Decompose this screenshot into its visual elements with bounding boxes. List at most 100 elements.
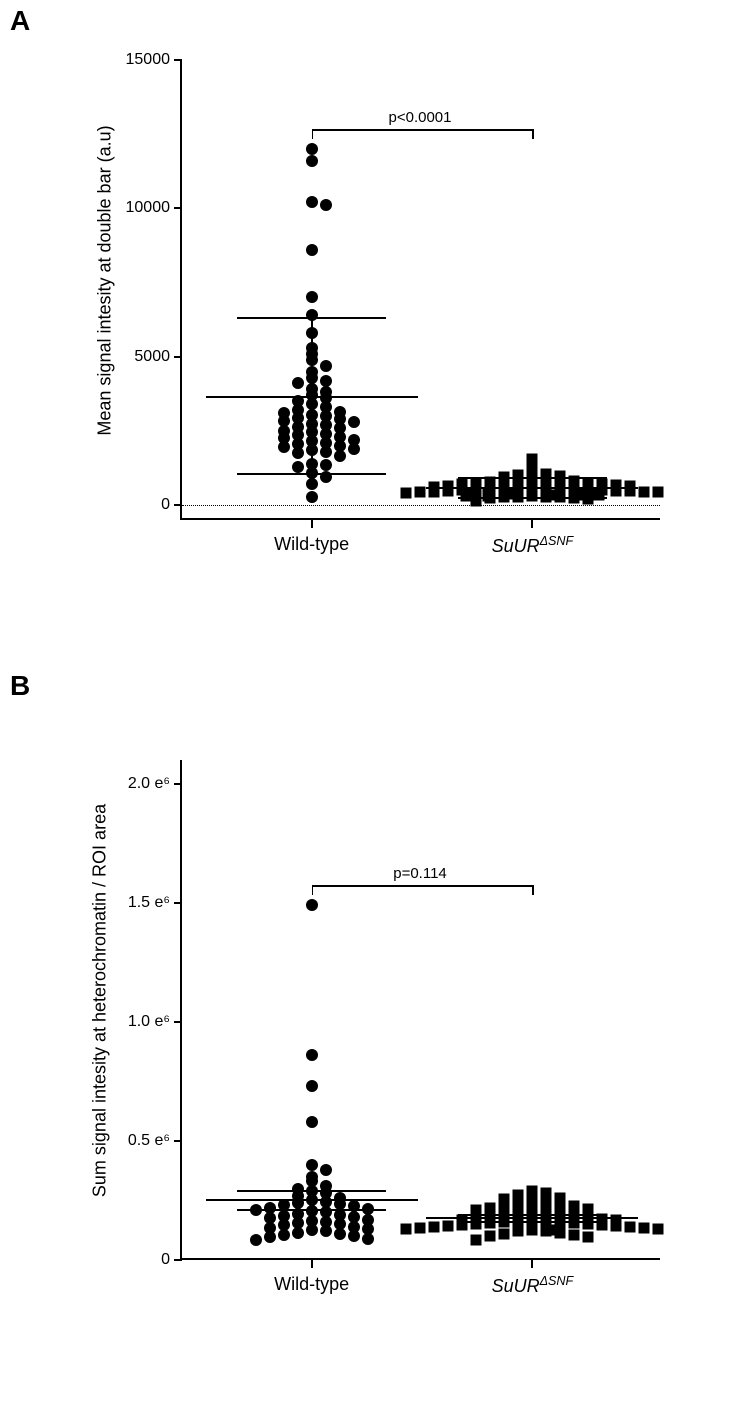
- data-point: [541, 1225, 552, 1236]
- data-point: [320, 1164, 332, 1176]
- error-cap: [458, 1214, 607, 1216]
- data-point: [639, 486, 650, 497]
- data-point: [264, 1231, 276, 1243]
- error-cap: [237, 1209, 386, 1211]
- data-point: [569, 1230, 580, 1241]
- panel-a-zero-line: [182, 505, 660, 506]
- p-bracket: [312, 129, 533, 131]
- y-tick: 0: [161, 1250, 182, 1270]
- data-point: [653, 1223, 664, 1234]
- data-point: [306, 1049, 318, 1061]
- data-point: [348, 1230, 360, 1242]
- panel-a-label: A: [10, 5, 30, 37]
- panel-b-figure: Sum signal intesity at heterochromatin /…: [130, 740, 680, 1320]
- data-point: [278, 441, 290, 453]
- error-cap: [458, 497, 607, 499]
- data-point: [334, 450, 346, 462]
- data-point: [639, 1222, 650, 1233]
- x-category-label: SuURΔSNF: [492, 534, 574, 557]
- panel-b-plot-area: 00.5 e⁶1.0 e⁶1.5 e⁶2.0 e⁶Wild-typeSuURΔS…: [180, 760, 660, 1260]
- error-whisker: [531, 478, 533, 497]
- error-cap: [458, 1221, 607, 1223]
- x-tick-line: [531, 520, 533, 528]
- data-point: [292, 461, 304, 473]
- y-tick: 15000: [126, 50, 183, 70]
- data-point: [460, 490, 471, 501]
- y-tick: 10000: [126, 198, 183, 218]
- data-point: [348, 443, 360, 455]
- p-bracket-tick: [312, 885, 314, 895]
- data-point: [348, 416, 360, 428]
- data-point: [499, 1228, 510, 1239]
- panel-a-ylabel: Mean signal intesity at double bar (a.u): [95, 81, 116, 481]
- error-cap: [237, 1190, 386, 1192]
- data-point: [362, 1233, 374, 1245]
- data-point: [334, 1228, 346, 1240]
- data-point: [555, 1199, 566, 1210]
- data-point: [471, 1234, 482, 1245]
- data-point: [583, 1232, 594, 1243]
- data-point: [306, 1116, 318, 1128]
- y-tick-line: [174, 1021, 182, 1023]
- y-tick: 1.0 e⁶: [128, 1012, 182, 1032]
- data-point: [292, 447, 304, 459]
- data-point: [429, 1222, 440, 1233]
- data-point: [569, 1201, 580, 1212]
- data-point: [471, 484, 482, 495]
- p-bracket-tick: [312, 129, 314, 139]
- data-point: [527, 1195, 538, 1206]
- data-point: [415, 487, 426, 498]
- y-tick-line: [174, 59, 182, 61]
- data-point: [555, 1227, 566, 1238]
- y-tick-label: 0: [161, 1251, 170, 1269]
- y-tick-label: 0: [161, 496, 170, 514]
- data-point: [583, 494, 594, 505]
- y-tick: 0.5 e⁶: [128, 1131, 182, 1151]
- y-tick: 2.0 e⁶: [128, 774, 182, 794]
- data-point: [306, 899, 318, 911]
- data-point: [306, 291, 318, 303]
- y-tick-label: 1.0 e⁶: [128, 1013, 170, 1031]
- y-tick: 5000: [134, 347, 182, 367]
- x-category-label: SuURΔSNF: [492, 1274, 574, 1297]
- data-point: [250, 1234, 262, 1246]
- y-tick-label: 1.5 e⁶: [128, 894, 170, 912]
- data-point: [306, 1080, 318, 1092]
- panel-a-plot-area: 050001000015000Wild-typeSuURΔSNF: [180, 60, 660, 520]
- data-point: [527, 454, 538, 465]
- data-point: [485, 1231, 496, 1242]
- x-tick-line: [311, 1260, 313, 1268]
- data-point: [320, 360, 332, 372]
- data-point: [306, 1159, 318, 1171]
- panel-b-label: B: [10, 670, 30, 702]
- data-point: [278, 1229, 290, 1241]
- p-bracket-tick: [532, 129, 534, 139]
- data-point: [485, 1218, 496, 1229]
- data-point: [320, 459, 332, 471]
- data-point: [513, 1197, 524, 1208]
- data-point: [306, 244, 318, 256]
- data-point: [611, 1220, 622, 1231]
- data-point: [306, 143, 318, 155]
- data-point: [306, 478, 318, 490]
- error-cap: [458, 477, 607, 479]
- y-tick-line: [174, 1140, 182, 1142]
- data-point: [415, 1223, 426, 1234]
- data-point: [541, 1196, 552, 1207]
- data-point: [292, 377, 304, 389]
- data-point: [306, 491, 318, 503]
- data-point: [653, 487, 664, 498]
- y-tick-line: [174, 1259, 182, 1261]
- x-category-label: Wild-type: [274, 1274, 349, 1295]
- data-point: [401, 1224, 412, 1235]
- error-cap: [237, 473, 386, 475]
- data-point: [443, 1221, 454, 1232]
- y-tick-label: 15000: [126, 51, 171, 69]
- y-tick: 0: [161, 495, 182, 515]
- data-point: [401, 487, 412, 498]
- data-point: [306, 1224, 318, 1236]
- y-tick-line: [174, 902, 182, 904]
- data-point: [320, 375, 332, 387]
- data-point: [306, 196, 318, 208]
- y-tick-label: 5000: [134, 348, 170, 366]
